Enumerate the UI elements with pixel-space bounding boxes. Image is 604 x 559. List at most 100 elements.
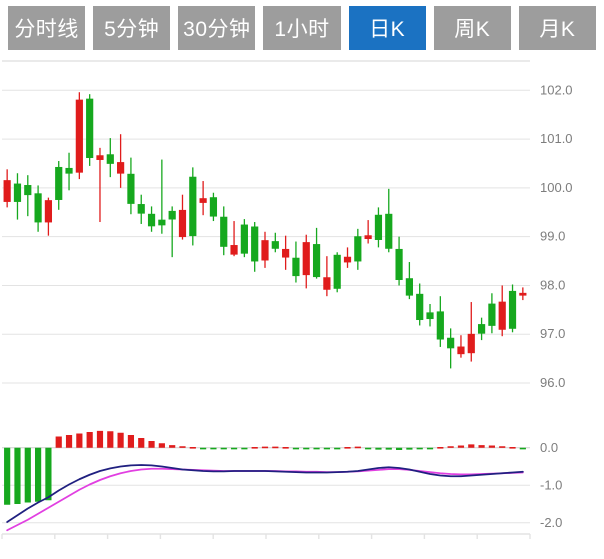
macd-bar bbox=[499, 446, 506, 448]
candle-body bbox=[3, 180, 11, 202]
price-axis-tick-label: 102.0 bbox=[540, 82, 573, 97]
candle-body bbox=[189, 176, 197, 237]
macd-bar bbox=[468, 444, 475, 448]
candle-body bbox=[312, 244, 321, 278]
tab-period-2[interactable]: 30分钟 bbox=[178, 6, 256, 50]
candle-body bbox=[385, 213, 393, 249]
candle-body bbox=[44, 200, 53, 223]
macd-histogram bbox=[4, 430, 526, 505]
tab-period-6[interactable]: 月K bbox=[518, 6, 596, 50]
candle-body bbox=[178, 209, 187, 238]
chart-area: 102.0 101.0 100.0 99.0 98.0 97.0 96.0 0.0 -1.0 -2… bbox=[0, 56, 604, 559]
price-axis-tick-label: 97.0 bbox=[540, 326, 565, 341]
candle-body bbox=[508, 290, 517, 329]
tab-period-5[interactable]: 周K bbox=[433, 6, 511, 50]
candle-body bbox=[467, 333, 475, 354]
macd-bar bbox=[179, 446, 186, 448]
macd-bar bbox=[478, 445, 485, 448]
macd-bar bbox=[107, 431, 114, 448]
macd-bar bbox=[457, 445, 465, 448]
candle-body bbox=[343, 256, 352, 263]
macd-bar bbox=[395, 447, 403, 450]
price-axis-tick-label: 101.0 bbox=[540, 131, 573, 146]
macd-bar bbox=[251, 447, 258, 449]
candle-body bbox=[168, 210, 176, 220]
candle-body bbox=[240, 224, 248, 254]
candle-body bbox=[147, 213, 156, 227]
candle-body bbox=[158, 219, 166, 226]
macd-bar bbox=[313, 447, 320, 450]
candle-body bbox=[426, 312, 434, 320]
candle-body bbox=[292, 257, 300, 277]
candle-body bbox=[364, 235, 372, 240]
macd-bar bbox=[65, 435, 73, 448]
macd-bar bbox=[241, 447, 248, 450]
tab-period-0[interactable]: 分时线 bbox=[8, 6, 86, 50]
candle-body bbox=[477, 324, 486, 334]
macd-bar bbox=[86, 432, 93, 448]
candle-body bbox=[251, 226, 259, 262]
candle-body bbox=[137, 204, 145, 214]
macd-bar bbox=[127, 435, 135, 448]
macd-bar bbox=[148, 441, 155, 448]
period-tab-bar: 分时线 5分钟 30分钟 1小时 日K 周K 月K bbox=[0, 0, 604, 56]
macd-axis-tick-label: -2.0 bbox=[540, 515, 562, 530]
candle-body bbox=[282, 248, 290, 258]
tab-period-3[interactable]: 1小时 bbox=[263, 6, 341, 50]
macd-bar bbox=[96, 430, 104, 448]
macd-bar bbox=[519, 447, 526, 450]
candle-body bbox=[65, 167, 73, 174]
macd-bar bbox=[282, 447, 289, 449]
macd-bar bbox=[447, 446, 454, 448]
macd-bar bbox=[344, 447, 351, 449]
candle-body bbox=[209, 197, 218, 217]
macd-bar bbox=[406, 447, 413, 450]
price-axis-tick-label: 96.0 bbox=[540, 375, 565, 390]
candle-body bbox=[261, 240, 269, 261]
kline-svg: 102.0 101.0 100.0 99.0 98.0 97.0 96.0 0.0 -1.0 -2… bbox=[1, 60, 573, 539]
candle-body bbox=[405, 278, 413, 296]
macd-bar bbox=[220, 447, 227, 450]
candle-body bbox=[323, 277, 331, 290]
candle-body bbox=[354, 236, 362, 262]
macd-axis-tick-label: -1.0 bbox=[540, 477, 562, 492]
candle-body bbox=[519, 292, 527, 296]
macd-bar bbox=[35, 447, 42, 502]
macd-bar bbox=[55, 436, 62, 448]
candle-body bbox=[13, 183, 22, 202]
macd-axis-tick-label: 0.0 bbox=[540, 440, 558, 455]
macd-bar bbox=[76, 433, 83, 448]
macd-bar bbox=[323, 447, 330, 450]
macd-bar bbox=[210, 447, 217, 450]
macd-bar bbox=[365, 447, 372, 450]
candle-body bbox=[333, 254, 341, 289]
price-axis-tick-label: 98.0 bbox=[540, 277, 565, 292]
tab-active-period-4[interactable]: 日K bbox=[348, 6, 426, 50]
candle-body bbox=[447, 337, 455, 349]
candle-body bbox=[96, 155, 104, 160]
macd-bar bbox=[230, 447, 238, 450]
macd-bar bbox=[426, 447, 434, 450]
candle-body bbox=[106, 154, 114, 164]
macd-bar bbox=[334, 447, 341, 450]
candle-body bbox=[55, 166, 63, 200]
macd-bar bbox=[303, 447, 310, 450]
candle-body bbox=[395, 248, 403, 280]
macd-bar bbox=[14, 447, 21, 504]
macd-bar bbox=[4, 447, 11, 505]
candle-body bbox=[416, 293, 424, 321]
candle-body bbox=[271, 241, 279, 249]
candle-body bbox=[457, 346, 465, 355]
macd-bar bbox=[169, 445, 176, 448]
macd-bar bbox=[200, 447, 207, 450]
macd-bar bbox=[272, 446, 279, 449]
candle-body bbox=[199, 198, 207, 203]
macd-bar bbox=[509, 447, 516, 449]
tab-period-1[interactable]: 5分钟 bbox=[93, 6, 171, 50]
macd-dif-line bbox=[6, 464, 524, 523]
macd-bar bbox=[189, 447, 196, 449]
macd-bar bbox=[45, 447, 52, 501]
candle-body bbox=[374, 214, 383, 240]
candle-body bbox=[436, 311, 444, 340]
